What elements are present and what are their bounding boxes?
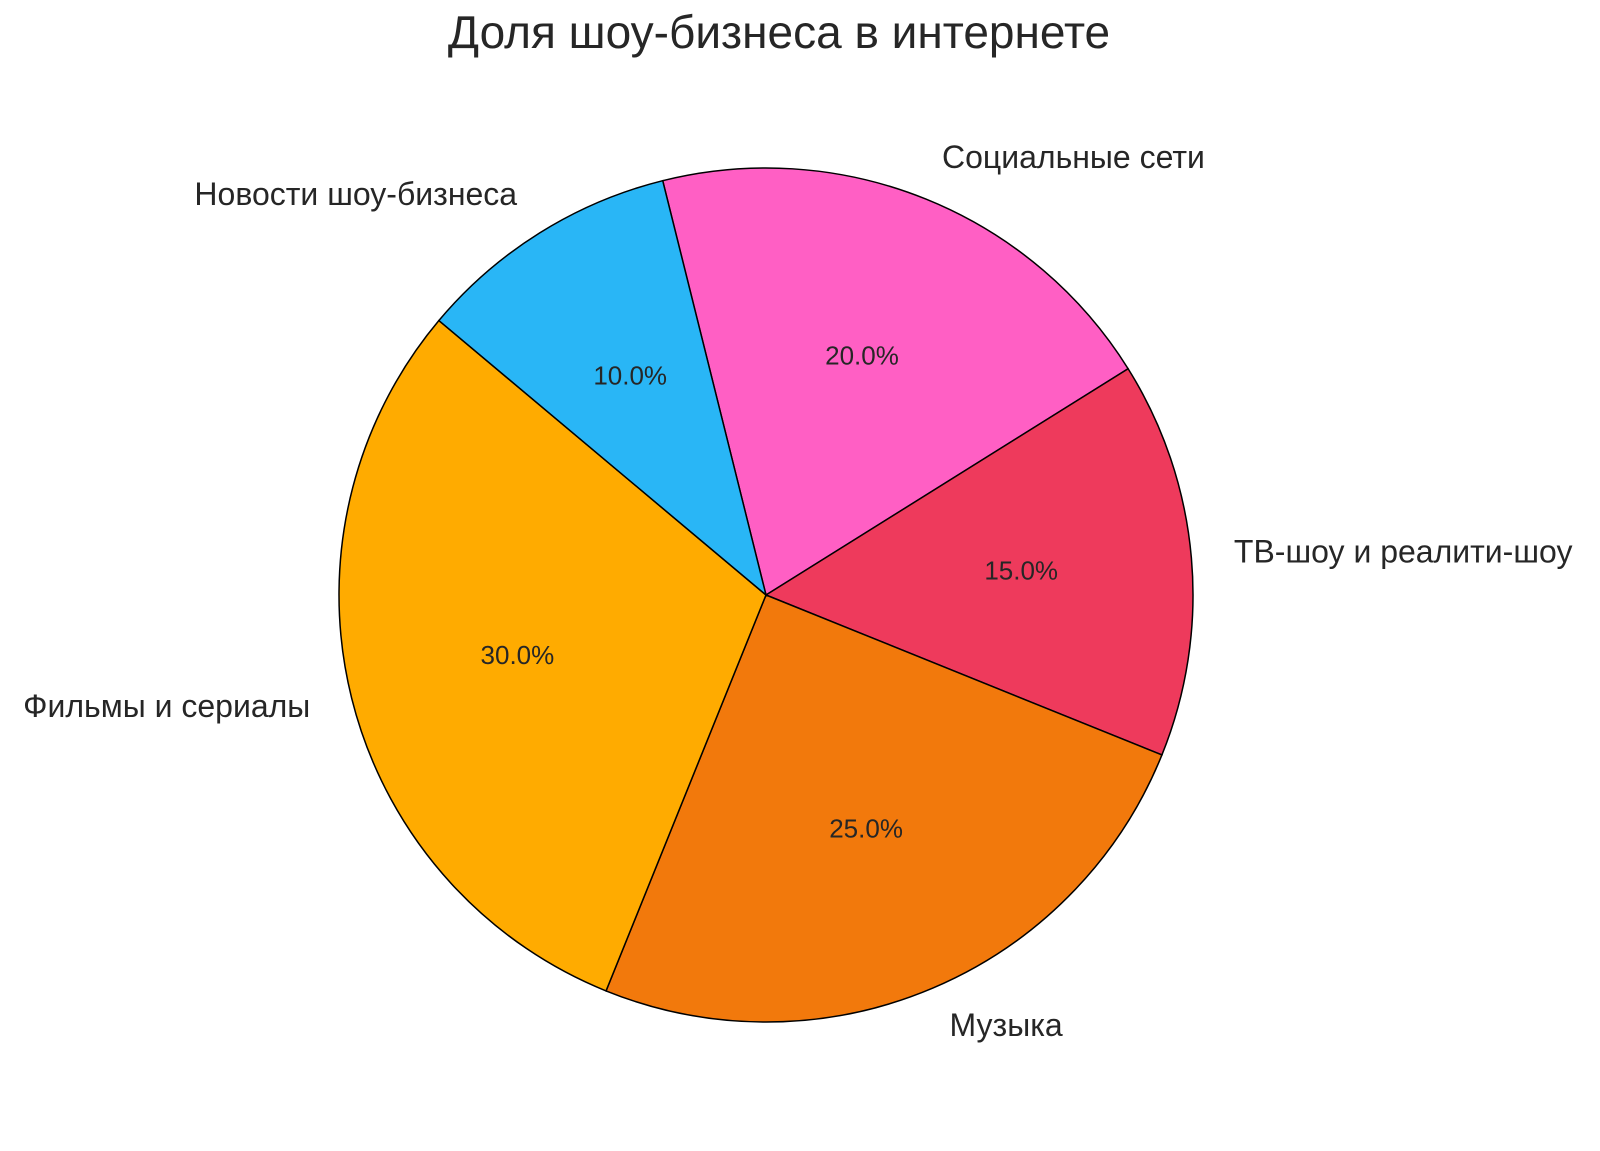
- svg-text:Музыка: Музыка: [950, 1007, 1063, 1043]
- svg-text:Фильмы и сериалы: Фильмы и сериалы: [23, 688, 310, 724]
- svg-text:ТВ-шоу и реалити-шоу: ТВ-шоу и реалити-шоу: [1234, 534, 1573, 570]
- svg-text:15.0%: 15.0%: [984, 556, 1058, 586]
- svg-text:Новости шоу-бизнеса: Новости шоу-бизнеса: [194, 176, 517, 212]
- svg-text:25.0%: 25.0%: [829, 814, 903, 844]
- svg-text:30.0%: 30.0%: [481, 640, 555, 670]
- svg-text:Социальные сети: Социальные сети: [942, 139, 1205, 175]
- svg-text:10.0%: 10.0%: [593, 361, 667, 391]
- svg-text:20.0%: 20.0%: [825, 340, 899, 370]
